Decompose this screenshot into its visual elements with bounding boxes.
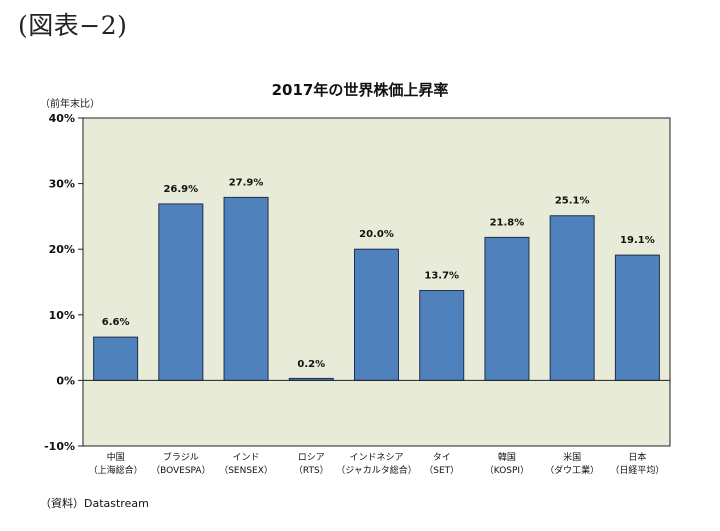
data-label: 19.1% bbox=[620, 235, 655, 246]
category-sublabel: （上海総合） bbox=[89, 464, 143, 476]
bar bbox=[354, 248, 399, 381]
bars bbox=[93, 196, 660, 381]
bar bbox=[158, 203, 204, 381]
category-sublabel: （ダウ工業） bbox=[545, 464, 599, 476]
category-label: 米国 bbox=[563, 451, 581, 463]
y-axis-ticks: -10% 0% 10% 20% 30% 40% bbox=[44, 112, 83, 453]
bar bbox=[419, 290, 465, 381]
data-label: 0.2% bbox=[297, 359, 325, 370]
bar bbox=[549, 215, 595, 381]
data-label: 20.0% bbox=[359, 229, 394, 240]
category-label: ブラジル bbox=[163, 451, 199, 463]
data-label: 21.8% bbox=[490, 217, 525, 228]
y-tick-label: -10% bbox=[44, 440, 75, 453]
bar bbox=[484, 236, 530, 381]
bar bbox=[614, 254, 660, 381]
data-label: 27.9% bbox=[229, 177, 264, 188]
data-label: 25.1% bbox=[555, 196, 590, 207]
category-label: インドネシア bbox=[349, 452, 403, 463]
category-sublabel: （ジャカルタ総合） bbox=[336, 464, 417, 476]
category-sublabel: （日経平均） bbox=[610, 464, 664, 476]
y-tick-label: 0% bbox=[56, 374, 75, 387]
figure-label: (図表−2) bbox=[18, 11, 128, 40]
category-label: ロシア bbox=[298, 453, 325, 463]
category-label: タイ bbox=[433, 452, 451, 463]
data-label: 6.6% bbox=[102, 317, 130, 328]
category-label: 中国 bbox=[107, 451, 125, 463]
category-label: インド bbox=[233, 453, 260, 463]
source-note: （資料）Datastream bbox=[40, 497, 149, 510]
y-axis-unit-label: （前年末比） bbox=[40, 99, 100, 110]
category-sublabel: （SET） bbox=[424, 465, 459, 476]
category-labels: 中国（上海総合） ブラジル （BOVESPA） インド （SENSEX） ロシア （RTS）… bbox=[89, 451, 665, 476]
data-label: 26.9% bbox=[163, 184, 198, 195]
y-tick-label: 30% bbox=[49, 178, 75, 191]
category-label: 韓国 bbox=[498, 452, 516, 463]
category-sublabel: （KOSPI） bbox=[485, 465, 529, 476]
data-labels: 6.6% 26.9% 27.9% 0.2% 20.0% 13.7% 21.8% 25.1% 19… bbox=[102, 177, 655, 370]
y-tick-label: 40% bbox=[49, 112, 75, 125]
data-label: 13.7% bbox=[424, 271, 459, 282]
chart-title: 2017年の世界株価上昇率 bbox=[271, 81, 449, 99]
y-tick-label: 20% bbox=[49, 243, 75, 256]
category-label: 日本 bbox=[628, 451, 646, 463]
bar bbox=[223, 196, 269, 381]
bar bbox=[93, 336, 139, 381]
category-sublabel: （RTS） bbox=[294, 465, 329, 476]
category-sublabel: （SENSEX） bbox=[219, 465, 273, 476]
y-tick-label: 10% bbox=[49, 309, 75, 322]
category-sublabel: （BOVESPA） bbox=[151, 465, 211, 476]
